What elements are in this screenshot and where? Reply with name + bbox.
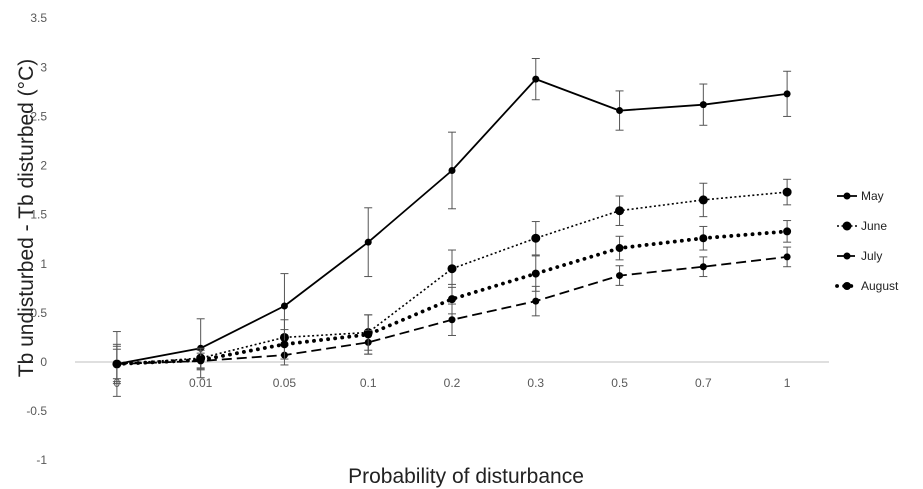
y-tick-label: 3.5 <box>30 11 47 25</box>
legend-marker <box>843 282 851 290</box>
data-point <box>280 340 289 349</box>
y-tick-label: -1 <box>36 453 47 467</box>
data-point <box>616 272 624 280</box>
legend-label: August <box>861 279 899 293</box>
data-point <box>196 356 205 365</box>
legend-item: July <box>837 249 882 263</box>
series-june <box>112 178 792 385</box>
x-tick-label: 0.05 <box>273 376 297 390</box>
data-point <box>364 238 372 246</box>
data-point <box>447 264 457 274</box>
legend-marker <box>843 252 851 260</box>
x-tick-label: 0.2 <box>444 376 461 390</box>
legend-label: June <box>861 219 887 233</box>
data-point <box>531 269 540 278</box>
y-tick-label: 0 <box>40 355 47 369</box>
x-tick-label: 0.01 <box>189 376 213 390</box>
legend-marker <box>843 192 851 200</box>
x-tick-label: 0.5 <box>611 376 628 390</box>
plot-area <box>112 57 792 397</box>
data-point <box>615 206 625 216</box>
series-line <box>116 191 788 365</box>
y-tick-label: 1.5 <box>30 208 47 222</box>
y-tick-label: -0.5 <box>26 404 47 418</box>
legend: May June July August <box>835 189 899 293</box>
data-point <box>783 227 792 236</box>
legend-item: August <box>835 279 899 293</box>
data-point <box>448 295 456 304</box>
legend-item: May <box>837 189 884 203</box>
data-point <box>783 90 791 98</box>
x-axis-title: Probability of disturbance <box>348 465 584 488</box>
legend-item: June <box>837 219 887 233</box>
data-point <box>532 297 540 305</box>
legend-label: May <box>861 189 884 203</box>
x-axis-tick-labels: 00.010.050.10.20.30.50.71 <box>114 376 791 390</box>
data-point <box>616 107 624 115</box>
data-point <box>364 330 373 339</box>
y-tick-label: 3 <box>40 60 47 74</box>
data-point <box>280 302 288 310</box>
series-line <box>115 229 789 366</box>
data-point <box>698 195 708 205</box>
data-point <box>615 244 624 253</box>
data-point <box>782 187 792 197</box>
data-point <box>699 101 707 109</box>
y-tick-label: 1 <box>40 257 47 271</box>
x-tick-label: 0.3 <box>527 376 544 390</box>
data-point <box>699 263 707 271</box>
series-may <box>112 57 792 397</box>
y-tick-label: 2 <box>40 159 47 173</box>
data-point <box>783 253 791 261</box>
y-axis-title: Tb undisturbed - Tb disturbed (°C) <box>15 59 38 378</box>
legend-label: July <box>861 249 882 263</box>
x-tick-label: 1 <box>784 376 791 390</box>
y-axis-tick-labels: -1 -0.5 0 0.5 1 1.5 2 2.5 3 3.5 <box>26 11 47 467</box>
y-tick-label: 0.5 <box>30 306 47 320</box>
x-tick-label: 0.1 <box>360 376 377 390</box>
data-point <box>448 316 456 324</box>
data-point <box>532 75 540 83</box>
x-tick-label: 0.7 <box>695 376 712 390</box>
data-point <box>531 233 541 243</box>
data-point <box>448 166 456 174</box>
y-tick-label: 2.5 <box>30 109 47 123</box>
series-august <box>112 220 792 383</box>
legend-marker <box>842 221 852 231</box>
data-point <box>112 359 121 368</box>
data-point <box>699 234 708 243</box>
